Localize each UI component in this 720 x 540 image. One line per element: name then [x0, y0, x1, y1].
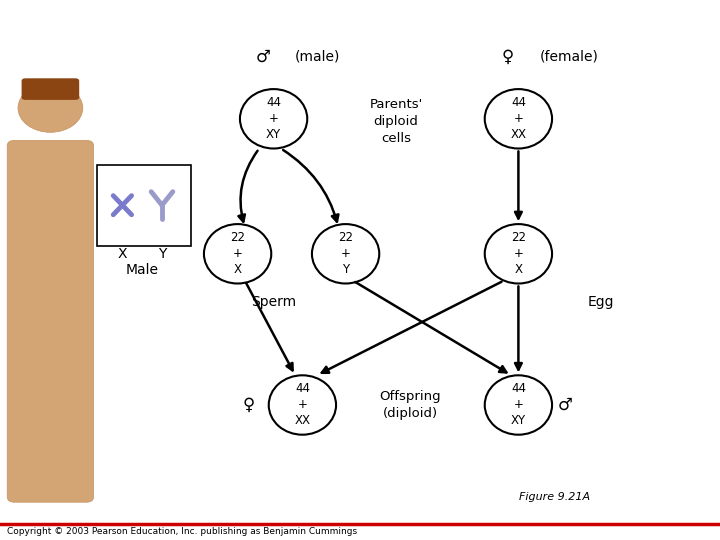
Ellipse shape: [204, 224, 271, 284]
Text: 44
+
XX: 44 + XX: [294, 382, 310, 428]
FancyBboxPatch shape: [97, 165, 191, 246]
Text: 22
+
X: 22 + X: [511, 231, 526, 276]
Text: X: X: [117, 247, 127, 261]
Text: Copyright © 2003 Pearson Education, Inc. publishing as Benjamin Cummings: Copyright © 2003 Pearson Education, Inc.…: [7, 528, 357, 536]
Text: ♂: ♂: [256, 48, 270, 66]
Text: Sperm: Sperm: [251, 295, 296, 309]
FancyArrowPatch shape: [238, 151, 258, 222]
FancyArrowPatch shape: [283, 150, 338, 222]
Ellipse shape: [240, 89, 307, 148]
Ellipse shape: [269, 375, 336, 435]
Text: 44
+
XX: 44 + XX: [510, 96, 526, 141]
Text: Egg: Egg: [588, 295, 614, 309]
Ellipse shape: [312, 224, 379, 284]
Text: Figure 9.21A: Figure 9.21A: [519, 492, 590, 502]
Text: ♀: ♀: [243, 396, 254, 414]
Text: ♀: ♀: [502, 48, 513, 66]
Text: (male): (male): [295, 50, 341, 64]
FancyBboxPatch shape: [7, 140, 94, 502]
Text: Male: Male: [126, 263, 158, 277]
Text: 22
+
Y: 22 + Y: [338, 231, 353, 276]
Text: Parents'
diploid
cells: Parents' diploid cells: [369, 98, 423, 145]
Text: (female): (female): [540, 50, 599, 64]
Text: 44
+
XY: 44 + XY: [266, 96, 282, 141]
Text: Y: Y: [158, 247, 166, 261]
Text: Offspring
(diploid): Offspring (diploid): [379, 390, 441, 420]
Text: ♂: ♂: [558, 396, 572, 414]
Text: 44
+
XY: 44 + XY: [510, 382, 526, 428]
FancyBboxPatch shape: [22, 78, 79, 100]
Circle shape: [18, 84, 83, 132]
Ellipse shape: [485, 375, 552, 435]
Text: 22
+
X: 22 + X: [230, 231, 245, 276]
Ellipse shape: [485, 89, 552, 148]
Ellipse shape: [485, 224, 552, 284]
